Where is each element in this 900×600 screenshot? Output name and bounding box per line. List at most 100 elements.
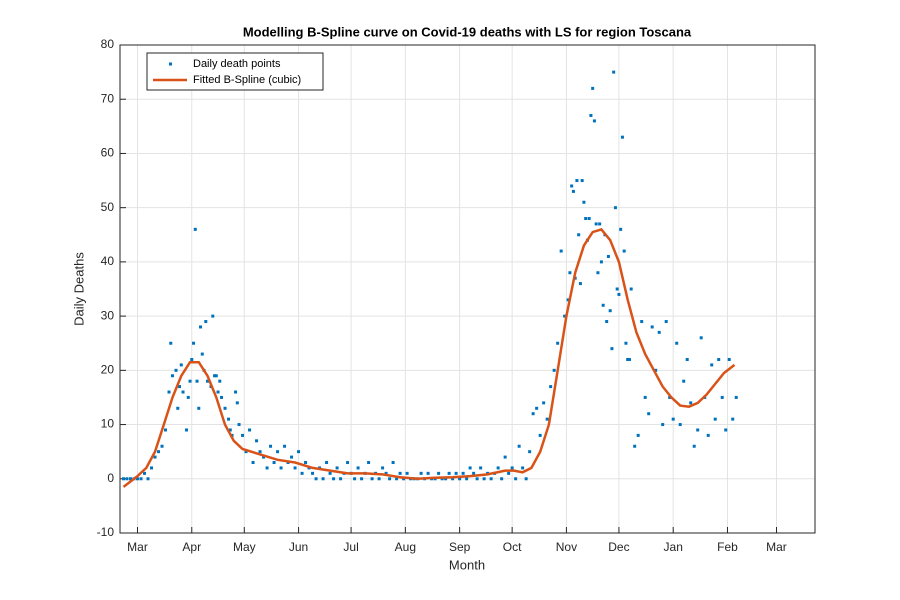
x-tick-label: Nov	[556, 540, 577, 554]
data-point	[606, 254, 610, 258]
data-point	[517, 444, 521, 448]
data-point	[601, 303, 605, 307]
x-tick-label: Apr	[182, 540, 201, 554]
data-point	[190, 357, 194, 361]
data-point	[211, 314, 215, 318]
data-point	[391, 461, 395, 465]
data-point	[571, 189, 575, 193]
x-tick-label: May	[233, 540, 256, 554]
data-point	[188, 379, 192, 383]
data-point	[174, 368, 178, 372]
data-point	[353, 477, 357, 481]
data-point	[591, 86, 595, 90]
x-axis-label: Month	[449, 557, 485, 572]
data-point	[255, 439, 259, 443]
data-point	[605, 320, 609, 324]
data-point	[552, 368, 556, 372]
legend-marker	[169, 62, 172, 66]
data-point	[454, 471, 458, 475]
data-point	[214, 374, 218, 378]
data-point	[444, 477, 448, 481]
data-point	[167, 390, 171, 394]
y-tick-label: 70	[101, 91, 115, 105]
data-point	[622, 249, 626, 253]
data-point	[617, 292, 621, 296]
y-tick-label: 40	[101, 254, 115, 268]
data-point	[654, 368, 658, 372]
data-point	[475, 477, 479, 481]
data-point	[615, 287, 619, 291]
data-point	[153, 455, 157, 459]
data-point	[531, 412, 535, 416]
data-point	[171, 374, 175, 378]
y-tick-label: 50	[101, 200, 115, 214]
y-tick-label: 30	[101, 308, 115, 322]
data-point	[185, 428, 189, 432]
data-point	[204, 320, 208, 324]
y-axis-label: Daily Deaths	[71, 252, 86, 326]
data-point	[311, 471, 315, 475]
data-point	[200, 352, 204, 356]
data-point	[524, 477, 528, 481]
data-point	[258, 450, 262, 454]
data-point	[727, 357, 731, 361]
chart-title: Modelling B-Spline curve on Covid-19 dea…	[243, 24, 692, 39]
data-point	[650, 325, 654, 329]
data-point	[220, 395, 224, 399]
data-point	[689, 401, 693, 405]
data-point	[489, 477, 493, 481]
data-point	[197, 406, 201, 410]
data-point	[426, 471, 430, 475]
data-point	[370, 477, 374, 481]
data-point	[640, 320, 644, 324]
data-point	[437, 471, 441, 475]
data-point	[556, 341, 560, 345]
data-point	[620, 135, 624, 139]
data-point	[612, 70, 616, 74]
data-point	[643, 395, 647, 399]
data-point	[195, 379, 199, 383]
data-point	[535, 406, 539, 410]
data-point	[627, 357, 631, 361]
data-point	[346, 461, 350, 465]
data-point	[265, 466, 269, 470]
data-point	[440, 477, 444, 481]
data-point	[398, 471, 402, 475]
data-point	[297, 450, 301, 454]
data-point	[199, 325, 203, 329]
data-point	[176, 406, 180, 410]
data-point	[181, 390, 185, 394]
x-tick-label: Dec	[608, 540, 629, 554]
data-point	[223, 406, 227, 410]
data-point	[395, 477, 399, 481]
data-point	[367, 461, 371, 465]
y-tick-label: -10	[97, 525, 115, 539]
data-point	[626, 357, 630, 361]
data-point	[192, 341, 196, 345]
legend-label: Daily death points	[193, 58, 281, 70]
data-point	[472, 471, 476, 475]
data-point	[314, 477, 318, 481]
data-point	[584, 217, 588, 221]
data-point	[279, 466, 283, 470]
data-point	[388, 477, 392, 481]
data-point	[661, 423, 665, 427]
data-point	[479, 466, 483, 470]
data-point	[335, 466, 339, 470]
data-point	[186, 395, 190, 399]
data-point	[332, 477, 336, 481]
data-point	[125, 477, 129, 481]
data-point	[179, 363, 183, 367]
data-point	[405, 471, 409, 475]
data-point	[580, 179, 584, 183]
data-point	[139, 477, 143, 481]
data-point	[235, 401, 239, 405]
x-tick-label: Jul	[343, 540, 358, 554]
data-point	[566, 298, 570, 302]
data-point	[262, 455, 266, 459]
data-point	[136, 477, 140, 481]
data-point	[328, 471, 332, 475]
data-point	[290, 455, 294, 459]
data-point	[528, 450, 532, 454]
data-point	[575, 179, 579, 183]
